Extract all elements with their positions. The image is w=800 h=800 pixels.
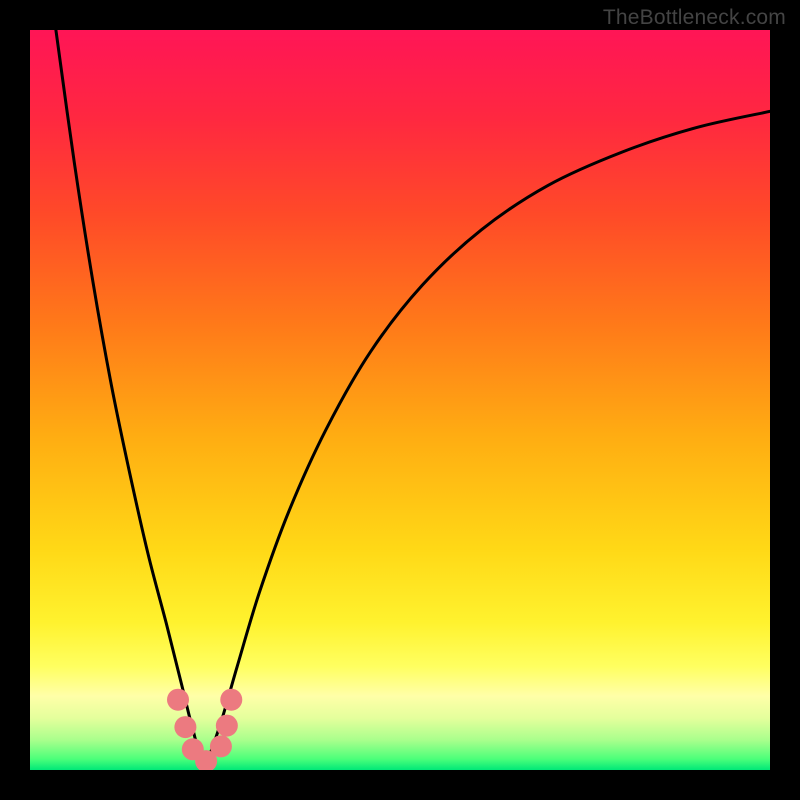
marker-point xyxy=(210,735,232,757)
bottleneck-chart xyxy=(30,30,770,770)
watermark-text: TheBottleneck.com xyxy=(603,6,786,30)
marker-point xyxy=(220,689,242,711)
marker-point xyxy=(174,716,196,738)
chart-background xyxy=(30,30,770,770)
marker-point xyxy=(216,715,238,737)
chart-container xyxy=(30,30,770,770)
marker-point xyxy=(167,689,189,711)
